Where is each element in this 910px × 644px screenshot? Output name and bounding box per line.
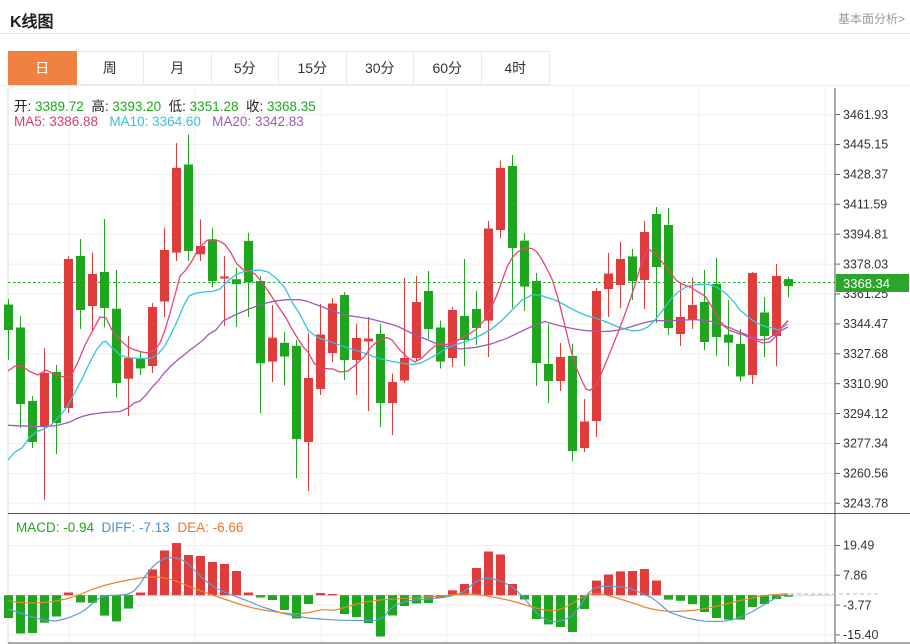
svg-text:3445.15: 3445.15 bbox=[843, 138, 888, 152]
svg-text:3394.81: 3394.81 bbox=[843, 227, 888, 241]
svg-text:3428.37: 3428.37 bbox=[843, 168, 888, 182]
svg-text:19.49: 19.49 bbox=[843, 539, 874, 553]
svg-text:3260.56: 3260.56 bbox=[843, 467, 888, 481]
svg-text:3277.34: 3277.34 bbox=[843, 437, 888, 451]
svg-text:3461.93: 3461.93 bbox=[843, 108, 888, 122]
svg-text:3378.03: 3378.03 bbox=[843, 257, 888, 271]
svg-text:3243.78: 3243.78 bbox=[843, 497, 888, 511]
svg-text:7.86: 7.86 bbox=[843, 568, 867, 582]
svg-text:3411.59: 3411.59 bbox=[843, 198, 887, 212]
svg-text:3368.34: 3368.34 bbox=[843, 276, 890, 291]
svg-text:-3.77: -3.77 bbox=[843, 598, 872, 612]
svg-text:-15.40: -15.40 bbox=[843, 628, 878, 642]
svg-text:3327.68: 3327.68 bbox=[843, 347, 888, 361]
svg-text:3294.12: 3294.12 bbox=[843, 407, 888, 421]
svg-text:3344.47: 3344.47 bbox=[843, 317, 888, 331]
svg-text:3310.90: 3310.90 bbox=[843, 377, 888, 391]
